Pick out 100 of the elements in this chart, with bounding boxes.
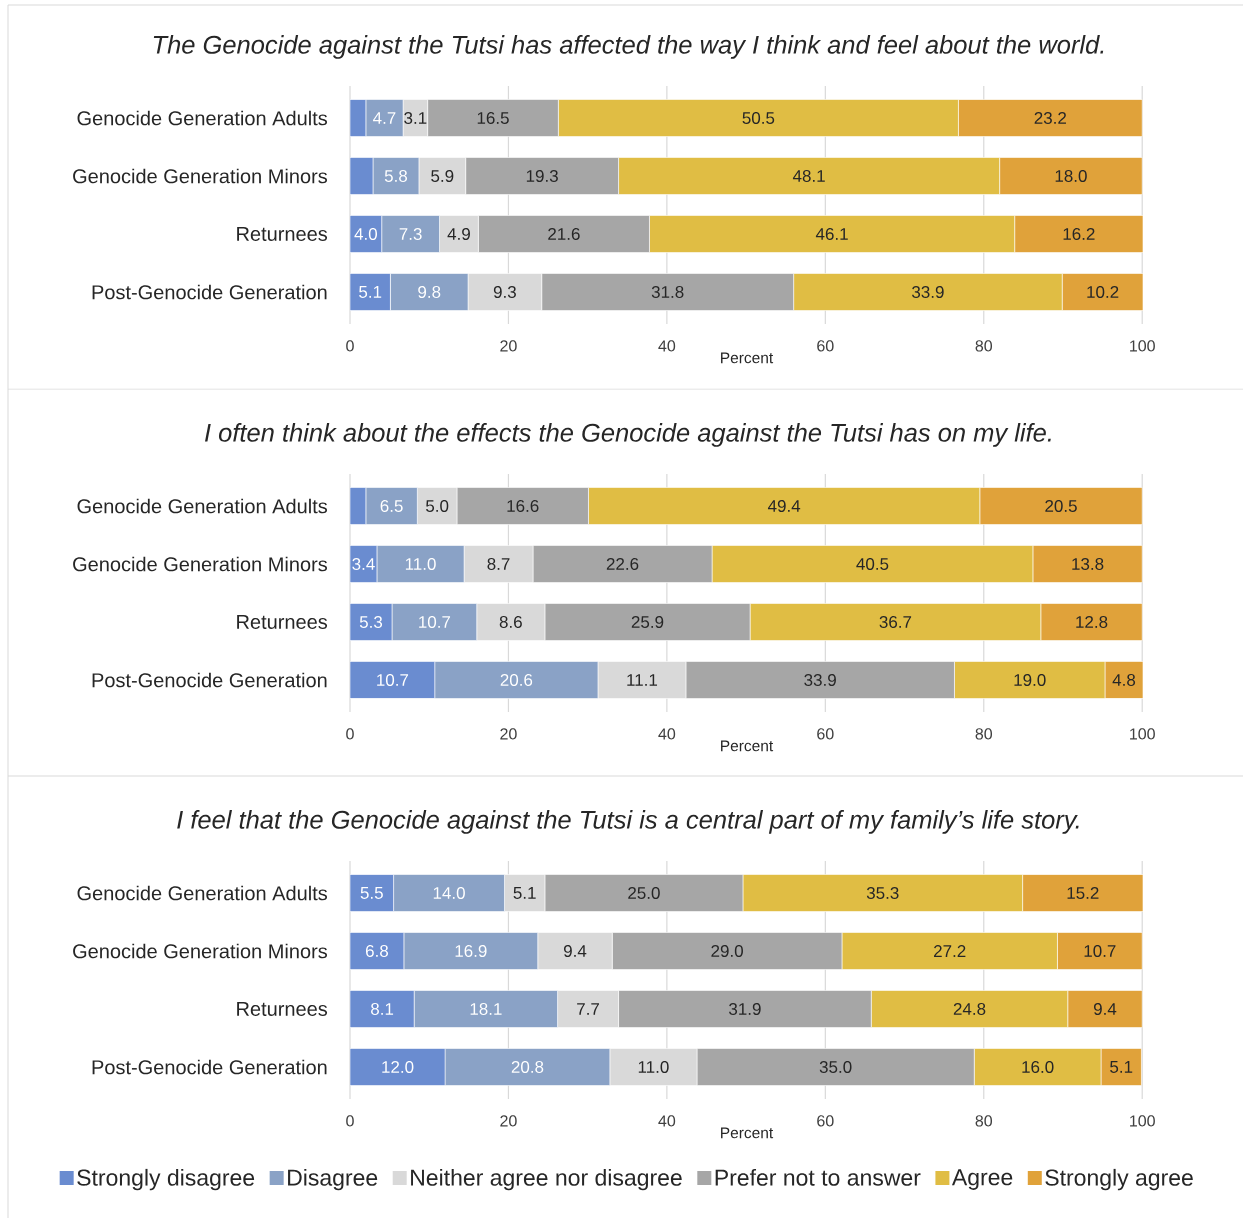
data-label: 9.8 <box>418 285 441 299</box>
data-label: 10.7 <box>1084 944 1116 958</box>
data-label: 4.9 <box>447 227 470 241</box>
data-label: 5.5 <box>360 887 383 899</box>
data-label: 7.3 <box>399 227 422 241</box>
data-label: 6.5 <box>380 499 403 513</box>
bar <box>350 661 436 699</box>
x-tick-label: 80 <box>975 1115 993 1127</box>
data-label: 11.0 <box>638 1060 669 1074</box>
data-label: 5.0 <box>426 499 449 513</box>
x-tick-label: 100 <box>1130 1115 1155 1127</box>
data-label: 50.5 <box>742 111 775 125</box>
bar <box>999 157 1143 195</box>
data-label: 5.1 <box>513 887 536 899</box>
data-label: 13.8 <box>1072 557 1104 571</box>
data-label: 18.0 <box>1055 169 1087 183</box>
x-tick-label: 60 <box>817 1115 834 1127</box>
bar <box>350 1048 446 1086</box>
data-label: 29.0 <box>711 944 743 958</box>
data-label: 6.8 <box>365 944 389 958</box>
x-axis-title: Percent <box>721 1127 774 1139</box>
data-label: 19.3 <box>526 169 558 183</box>
x-tick-label: 0 <box>346 728 354 740</box>
y-tick-label: Post-Genocide Generation <box>92 672 327 688</box>
bar <box>1067 990 1143 1028</box>
data-label: 12.8 <box>1076 615 1108 629</box>
x-tick-label: 20 <box>500 1115 517 1127</box>
legend-label: Disagree <box>288 1168 378 1191</box>
legend-label: Agree <box>951 1169 1013 1190</box>
legend-label: Strongly agree <box>1045 1168 1193 1191</box>
data-label: 35.0 <box>819 1060 852 1074</box>
data-label: 16.2 <box>1063 227 1095 241</box>
data-label: 20.8 <box>511 1060 544 1074</box>
data-label: 5.1 <box>359 286 382 298</box>
bar <box>1057 932 1143 970</box>
data-label: 5.9 <box>431 169 454 183</box>
bar <box>1022 874 1143 912</box>
y-tick-label: Returnees <box>237 615 328 629</box>
legend-label: Prefer not to answer <box>715 1168 921 1186</box>
y-tick-label: Genocide Generation Adults <box>77 498 328 514</box>
data-label: 20.5 <box>1045 499 1077 513</box>
data-label: 16.5 <box>477 111 509 125</box>
data-label: 23.2 <box>1034 111 1066 125</box>
data-label: 21.6 <box>548 227 580 241</box>
y-tick-label: Post-Genocide Generation <box>92 284 327 300</box>
x-tick-label: 60 <box>817 340 834 352</box>
data-label: 12.0 <box>382 1060 414 1074</box>
data-label: 49.4 <box>767 499 801 513</box>
x-tick-label: 80 <box>975 340 993 352</box>
data-label: 4.7 <box>373 112 396 124</box>
data-label: 7.7 <box>577 1003 600 1015</box>
data-label: 31.9 <box>729 1002 761 1016</box>
y-tick-label: Post-Genocide Generation <box>92 1059 327 1075</box>
data-label: 31.8 <box>651 285 684 299</box>
data-label: 22.6 <box>606 557 639 571</box>
bar <box>958 99 1143 137</box>
bar <box>979 487 1143 525</box>
data-label: 9.4 <box>1093 1002 1117 1016</box>
bar <box>1061 273 1143 311</box>
x-tick-label: 40 <box>658 340 676 352</box>
data-label: 8.7 <box>487 557 510 571</box>
bar <box>1040 603 1143 641</box>
data-label: 25.0 <box>628 886 660 900</box>
bar <box>350 990 415 1028</box>
data-label: 20.6 <box>500 673 533 687</box>
data-label: 27.2 <box>934 945 966 957</box>
x-tick-label: 40 <box>658 1115 676 1127</box>
data-label: 3.4 <box>352 557 375 571</box>
data-label: 5.1 <box>1110 1061 1133 1073</box>
data-label: 15.2 <box>1067 886 1099 900</box>
data-label: 8.1 <box>371 1002 394 1016</box>
x-tick-label: 0 <box>346 340 354 352</box>
x-axis-title: Percent <box>721 352 774 364</box>
chart-title: The Genocide against the Tutsi has affected the way I think and feel about the world. <box>153 35 1104 59</box>
data-label: 19.0 <box>1014 673 1046 687</box>
data-label: 16.0 <box>1022 1060 1054 1074</box>
data-label: 35.3 <box>866 886 899 900</box>
y-tick-label: Returnees <box>237 1002 328 1016</box>
data-label: 9.3 <box>493 285 516 299</box>
y-tick-label: Returnees <box>237 227 328 241</box>
data-label: 10.7 <box>377 673 409 687</box>
y-tick-label: Genocide Generation Minors <box>73 168 328 184</box>
data-label: 11.0 <box>405 557 436 571</box>
x-tick-label: 100 <box>1130 340 1155 352</box>
data-label: 9.4 <box>563 944 587 958</box>
data-label: 11.1 <box>627 674 658 686</box>
data-label: 25.9 <box>631 615 664 629</box>
bar <box>1032 545 1143 583</box>
data-label: 5.8 <box>384 169 408 183</box>
data-label: 33.9 <box>912 285 944 299</box>
data-label: 3.1 <box>404 111 427 125</box>
data-label: 5.3 <box>359 615 383 629</box>
legend-label: Neither agree nor disagree <box>411 1168 682 1191</box>
data-label: 14.0 <box>433 886 465 900</box>
data-label: 8.6 <box>499 615 522 629</box>
x-tick-label: 0 <box>346 1115 354 1127</box>
x-tick-label: 40 <box>658 728 676 740</box>
data-label: 46.1 <box>815 227 848 241</box>
data-label: 40.5 <box>856 557 889 571</box>
chart-title: I often think about the effects the Genocide against the Tutsi has on my life. <box>205 423 1051 447</box>
